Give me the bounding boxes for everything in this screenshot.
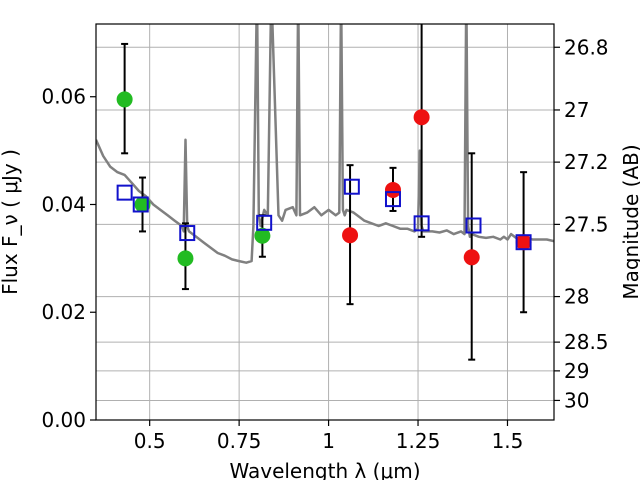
model-photometry-layer	[116, 178, 532, 251]
y2-tick-label: 30	[564, 388, 589, 412]
model-photometry-square	[343, 178, 360, 195]
observed-point	[342, 227, 359, 244]
observed-point	[515, 234, 532, 251]
y-tick-label: 0.04	[41, 192, 86, 216]
y2-tick-label: 29	[564, 359, 589, 383]
observed-point	[254, 227, 271, 244]
model-sed-line	[96, 24, 554, 264]
y-axis-ticks: 0.00 0.02 0.04 0.06	[41, 85, 96, 432]
y2-tick-label: 28	[564, 285, 589, 309]
model-photometry-square	[384, 191, 401, 208]
y2-axis-ticks: 26.8 27 27.2 27.5 28 28.5 29 30	[554, 35, 609, 412]
model-sed-layer	[96, 24, 554, 264]
y2-tick-label: 27	[564, 98, 589, 122]
y-tick-label: 0.02	[41, 300, 86, 324]
observed-point	[134, 196, 151, 213]
observed-point	[413, 109, 430, 126]
y2-tick-label: 27.2	[564, 150, 609, 174]
x-axis-label: Wavelength λ (μm)	[229, 459, 420, 480]
observed-point	[177, 250, 194, 267]
model-photometry-square	[256, 214, 273, 231]
y-tick-label: 0.06	[41, 85, 86, 109]
x-axis-ticks: 0.5 0.75 1 1.25 1.5	[134, 420, 524, 453]
model-photometry-square	[413, 215, 430, 232]
model-photometry-square	[179, 225, 196, 242]
observed-point	[116, 91, 133, 108]
x-tick-label: 1.5	[492, 429, 524, 453]
y-tick-label: 0.00	[41, 408, 86, 432]
grid	[96, 24, 554, 420]
model-photometry-square	[132, 196, 149, 213]
plot-frame	[95, 23, 555, 421]
observed-points-layer	[116, 91, 532, 267]
x-tick-label: 0.75	[217, 429, 262, 453]
x-tick-label: 1.25	[396, 429, 441, 453]
model-photometry-square	[465, 217, 482, 234]
x-tick-label: 1	[322, 429, 335, 453]
y2-axis-label: Magnitude (AB)	[619, 144, 640, 299]
model-photometry-square	[116, 184, 133, 201]
x-tick-label: 0.5	[134, 429, 166, 453]
y2-tick-label: 26.8	[564, 35, 609, 59]
model-photometry-square	[515, 234, 532, 251]
observed-point	[384, 181, 401, 198]
y2-tick-label: 28.5	[564, 330, 609, 354]
y-axis-label: Flux F_ν ( μJy )	[0, 149, 22, 295]
y2-tick-label: 27.5	[564, 212, 609, 236]
observed-point	[463, 249, 480, 266]
